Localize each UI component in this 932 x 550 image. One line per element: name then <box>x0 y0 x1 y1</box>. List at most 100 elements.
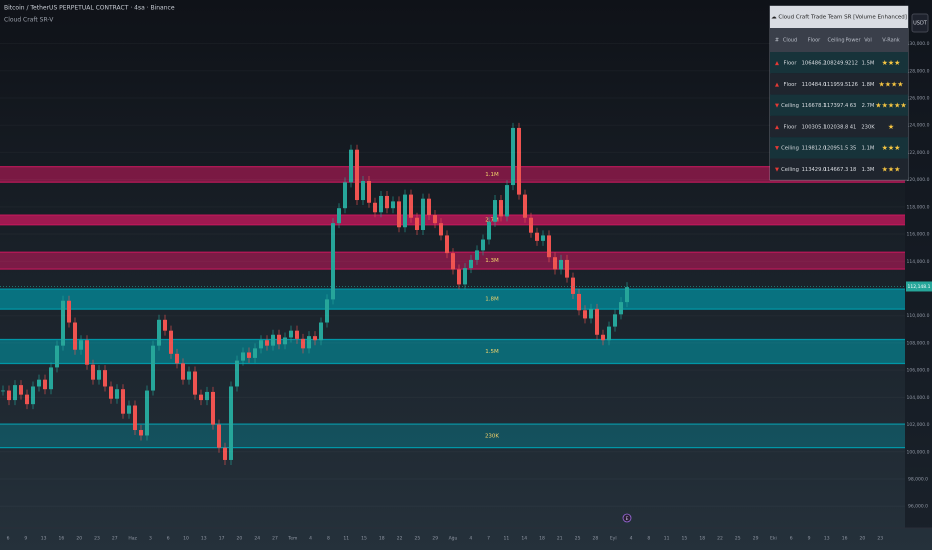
table-header: Ceiling <box>827 38 844 44</box>
table-cell-rank: ★★★ <box>882 59 901 67</box>
table-cell-vol: 1.3M <box>862 167 875 173</box>
table-cell-cloud: Floor <box>784 82 798 88</box>
date-label: 14 <box>521 536 527 542</box>
price-tick-label: 102,000.0 <box>907 422 930 428</box>
candle <box>271 334 275 346</box>
date-label: 20 <box>237 536 243 542</box>
candle <box>421 198 425 230</box>
table-cell-power: 35 <box>850 146 857 152</box>
candle <box>325 299 329 323</box>
date-label: 24 <box>254 536 260 542</box>
table-row-bg <box>770 115 908 138</box>
zone-volume-label: 1.5M <box>485 349 499 355</box>
sr-zone <box>0 166 905 183</box>
table-cell-arrow: ▼ <box>775 103 779 109</box>
date-label: 20 <box>76 536 82 542</box>
table-cell-power: 126 <box>848 82 858 88</box>
candle <box>277 334 281 345</box>
table-cell-arrow: ▼ <box>775 146 779 152</box>
candle <box>25 394 29 405</box>
date-label: 18 <box>699 536 705 542</box>
date-label: 3 <box>149 536 152 542</box>
date-label: 8 <box>327 536 330 542</box>
date-label: Ağu <box>449 535 458 542</box>
date-label: 29 <box>432 536 438 542</box>
table-cell-floor: 100305.1 <box>802 124 827 130</box>
date-label: 23 <box>94 536 100 542</box>
table-cell-cloud: Floor <box>784 124 798 130</box>
currency-button[interactable] <box>911 13 929 33</box>
date-label: 17 <box>219 536 225 542</box>
price-tick-label: 116,000.0 <box>907 232 930 238</box>
table-cell-floor: 116678.1 <box>802 103 827 109</box>
zone-volume-label: 2.7M <box>485 217 499 223</box>
event-marker-label: E <box>626 516 629 522</box>
candle <box>169 330 173 354</box>
date-label: 11 <box>664 536 670 542</box>
date-label: 11 <box>343 536 349 542</box>
candle <box>61 300 65 346</box>
date-label: 29 <box>753 536 759 542</box>
candle <box>367 180 371 203</box>
price-tick-label: 130,000.0 <box>907 41 930 47</box>
candle <box>43 379 47 390</box>
table-cell-arrow: ▲ <box>775 124 779 130</box>
table-cell-rank: ★★★★★ <box>875 102 906 110</box>
date-label: 21 <box>557 536 563 542</box>
table-header-bg <box>770 28 908 52</box>
table-cell-floor: 110484.0 <box>802 82 827 88</box>
candle <box>109 386 113 399</box>
table-cell-floor: 106486.2 <box>802 61 827 67</box>
table-cell-vol: 1.1M <box>862 146 875 152</box>
candle <box>1 390 5 392</box>
candle <box>529 217 533 233</box>
candle <box>475 250 479 260</box>
date-label: 9 <box>808 536 811 542</box>
candle <box>439 223 443 236</box>
candle <box>451 253 455 270</box>
date-label: 9 <box>24 536 27 542</box>
candle <box>469 259 473 269</box>
candle <box>307 336 311 349</box>
date-label: 25 <box>735 536 741 542</box>
candle <box>175 353 179 364</box>
candle <box>67 300 71 323</box>
date-label: 6 <box>7 536 10 542</box>
candle <box>487 221 491 240</box>
candle <box>457 269 461 285</box>
date-label: 25 <box>575 536 581 542</box>
price-tick-label: 100,000.0 <box>907 449 930 455</box>
table-cell-rank: ★ <box>888 123 894 131</box>
candle <box>445 235 449 254</box>
table-cell-power: 63 <box>850 103 857 109</box>
currency-label[interactable]: USDT <box>913 21 928 27</box>
last-price-label: 112,148.1 <box>908 284 931 290</box>
candle <box>205 391 209 401</box>
date-label: 6 <box>790 536 793 542</box>
candle <box>343 182 347 209</box>
candle <box>283 337 287 345</box>
candle <box>97 370 101 380</box>
candle <box>607 326 611 341</box>
date-label: 4 <box>309 536 312 542</box>
candle <box>217 424 221 448</box>
candle <box>13 385 17 401</box>
date-label: 16 <box>842 536 848 542</box>
sr-zone <box>0 424 905 448</box>
candle <box>379 195 383 213</box>
table-header: V-Rank <box>882 38 900 44</box>
candle <box>397 201 401 228</box>
candle <box>565 259 569 278</box>
candle <box>259 340 263 349</box>
candle <box>211 391 215 425</box>
candle <box>505 185 509 217</box>
candle <box>241 352 245 361</box>
table-cell-cloud: Floor <box>784 61 798 67</box>
candle <box>415 217 419 230</box>
date-label: 13 <box>41 536 47 542</box>
date-label: Tem <box>287 536 297 542</box>
candle <box>373 202 377 213</box>
candle <box>517 127 521 195</box>
price-tick-label: 108,000.0 <box>907 340 930 346</box>
